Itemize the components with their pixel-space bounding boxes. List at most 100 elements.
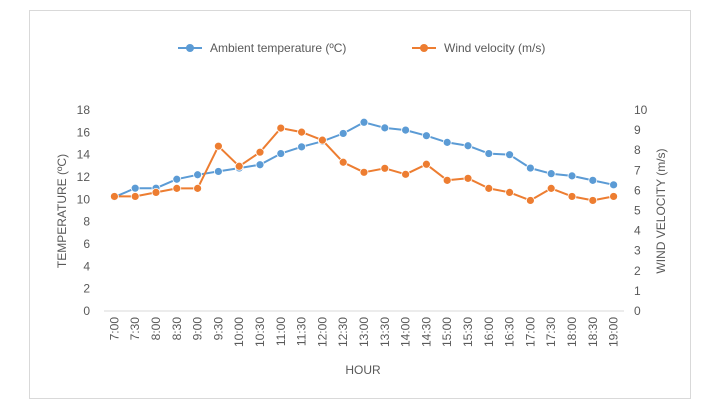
data-point: [463, 141, 473, 151]
data-point: [546, 183, 556, 193]
y-tick-label: 18: [77, 103, 91, 117]
data-point: [526, 163, 535, 173]
data-point: [338, 157, 348, 167]
data-point: [380, 163, 390, 173]
data-point: [609, 180, 618, 190]
data-point: [588, 196, 598, 205]
data-point: [110, 192, 119, 201]
data-point: [505, 188, 515, 197]
series-layer: [110, 117, 618, 205]
data-point: [609, 192, 618, 201]
x-tick-label: 12:30: [336, 317, 350, 347]
data-point: [193, 183, 203, 193]
data-point: [421, 131, 431, 141]
y2-axis-title: WIND VELOCITY (m/s): [654, 148, 668, 273]
series-2: [110, 123, 618, 205]
x-tick-label: 17:30: [544, 317, 558, 347]
x-tick-label: 13:00: [357, 317, 371, 347]
data-point: [380, 123, 390, 133]
data-point: [505, 150, 515, 160]
data-point: [130, 192, 140, 201]
legend-label: Ambient temperature (ºC): [210, 41, 346, 55]
x-tick-label: 11:30: [295, 317, 309, 346]
y2-tick-label: 3: [634, 244, 641, 258]
y-axis-title: TEMPERATURE (ºC): [55, 154, 69, 268]
y-tick-label: 6: [83, 237, 90, 251]
data-point: [255, 160, 265, 170]
data-point: [567, 192, 577, 201]
chart-frame: [29, 10, 691, 399]
y2-tick-label: 0: [634, 304, 641, 318]
legend-marker: [186, 44, 194, 52]
y-tick-label: 8: [83, 215, 90, 229]
data-point: [172, 174, 182, 184]
y-tick-label: 0: [83, 304, 90, 318]
data-point: [130, 183, 140, 193]
data-point: [484, 183, 494, 193]
series-line: [114, 121, 614, 199]
x-tick-label: 15:00: [440, 317, 454, 347]
x-tick-label: 11:00: [274, 317, 288, 346]
data-point: [151, 188, 161, 197]
data-point: [484, 149, 494, 158]
y2-tick-label: 6: [634, 183, 641, 197]
x-tick-label: 10:30: [253, 317, 267, 347]
y2-tick-label: 10: [634, 103, 648, 117]
data-point: [234, 161, 244, 171]
y2-tick-label: 5: [634, 204, 641, 218]
data-point: [338, 129, 348, 138]
y2-tick-label: 2: [634, 264, 641, 278]
x-tick-label: 7:00: [107, 317, 121, 341]
x-tick-label: 18:00: [565, 317, 579, 347]
x-tick-label: 9:30: [211, 317, 225, 341]
data-point: [193, 170, 203, 180]
y-tick-label: 10: [77, 192, 91, 206]
legend-label: Wind velocity (m/s): [444, 41, 545, 55]
legend: Ambient temperature (ºC) Wind velocity (m…: [178, 41, 545, 55]
y-tick-label: 14: [77, 148, 91, 162]
data-point: [276, 123, 286, 133]
x-tick-label: 10:00: [232, 317, 246, 347]
y2-tick-label: 4: [634, 224, 641, 238]
left-axis-ticks: 0 2 4 6 8 10 12 14 16 18: [77, 103, 91, 318]
x-axis-ticks: 7:00 7:30 8:00 8:30 9:00 9:30 10:00 10:30 11:00 1…: [107, 317, 620, 347]
x-tick-label: 15:30: [461, 317, 475, 347]
data-point: [463, 173, 473, 183]
data-point: [213, 167, 223, 176]
data-point: [359, 167, 369, 177]
x-tick-label: 8:30: [170, 317, 184, 341]
data-point: [255, 147, 265, 157]
x-tick-label: 16:00: [482, 317, 496, 347]
legend-marker: [420, 44, 428, 52]
data-point: [588, 175, 598, 185]
data-point: [567, 171, 577, 181]
x-tick-label: 8:00: [149, 317, 163, 341]
legend-item: Ambient temperature (ºC): [178, 41, 346, 55]
y2-tick-label: 8: [634, 143, 641, 157]
y-tick-label: 2: [83, 282, 90, 296]
y-tick-label: 4: [83, 259, 90, 273]
x-tick-label: 13:30: [378, 317, 392, 347]
data-point: [401, 125, 411, 135]
data-point: [359, 117, 369, 127]
y2-tick-label: 9: [634, 123, 641, 137]
data-point: [172, 183, 182, 193]
data-point: [442, 175, 452, 185]
x-tick-label: 16:30: [503, 317, 517, 347]
data-point: [526, 196, 535, 205]
legend-item: Wind velocity (m/s): [412, 41, 545, 55]
y2-tick-label: 1: [634, 284, 641, 298]
data-point: [297, 142, 307, 152]
data-point: [421, 159, 431, 169]
x-tick-label: 18:30: [586, 317, 600, 347]
y2-tick-label: 7: [634, 163, 641, 177]
data-point: [442, 137, 452, 147]
series-line: [114, 127, 614, 202]
x-tick-label: 14:00: [399, 317, 413, 347]
y-tick-label: 16: [77, 125, 91, 139]
x-tick-label: 19:00: [607, 317, 621, 347]
data-point: [401, 169, 411, 179]
x-axis-title: HOUR: [345, 363, 381, 377]
right-axis-ticks: 0 1 2 3 4 5 6 7 8 9 10: [634, 103, 648, 318]
